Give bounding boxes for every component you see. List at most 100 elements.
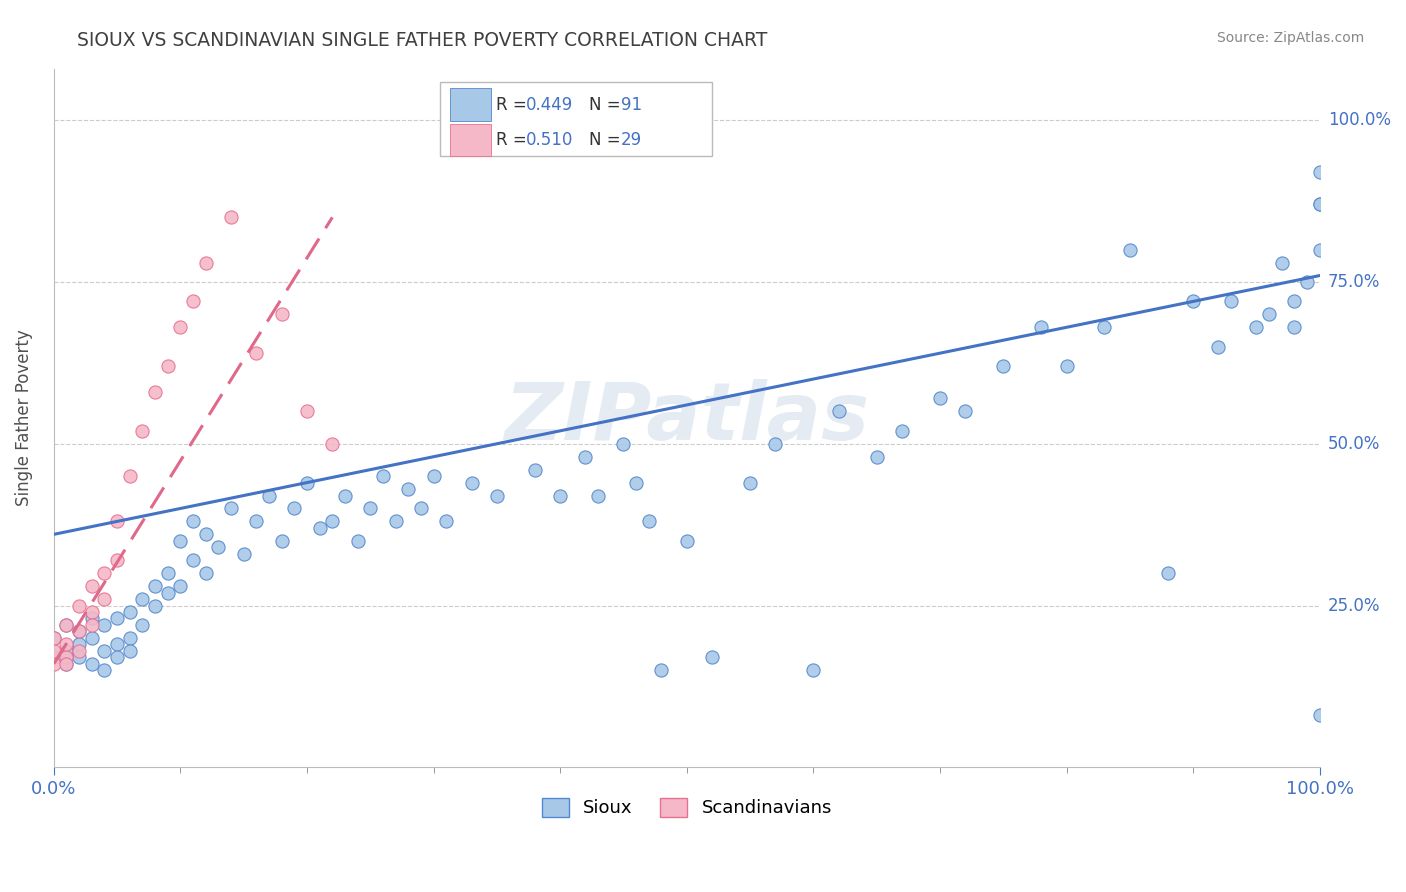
Point xyxy=(574,450,596,464)
Point xyxy=(1309,165,1331,179)
Point xyxy=(67,644,90,658)
Point xyxy=(143,599,166,613)
Point xyxy=(270,307,292,321)
Text: 29: 29 xyxy=(621,131,643,149)
Point xyxy=(333,489,356,503)
Point xyxy=(865,450,887,464)
Point xyxy=(80,657,103,671)
Point xyxy=(1208,340,1230,354)
Point xyxy=(42,650,65,665)
Point xyxy=(67,637,90,651)
Point xyxy=(1056,359,1078,373)
Point xyxy=(143,384,166,399)
Point xyxy=(93,592,115,607)
Point xyxy=(1157,566,1180,581)
Point xyxy=(93,644,115,658)
FancyBboxPatch shape xyxy=(450,88,491,120)
Point xyxy=(67,650,90,665)
Point xyxy=(118,605,141,619)
Point xyxy=(169,320,191,334)
Point xyxy=(738,475,761,490)
Point xyxy=(55,637,77,651)
Point xyxy=(624,475,647,490)
Point xyxy=(169,533,191,548)
Point xyxy=(131,424,153,438)
Point xyxy=(105,637,128,651)
Point xyxy=(1246,320,1268,334)
Point xyxy=(42,644,65,658)
Point xyxy=(181,515,204,529)
Point xyxy=(548,489,571,503)
Point xyxy=(384,515,406,529)
Point xyxy=(1271,255,1294,269)
Point xyxy=(245,346,267,360)
Point xyxy=(523,463,546,477)
Point xyxy=(1258,307,1281,321)
Point xyxy=(422,469,444,483)
Point xyxy=(245,515,267,529)
Point xyxy=(156,566,179,581)
Point xyxy=(283,501,305,516)
Point xyxy=(371,469,394,483)
Point xyxy=(586,489,609,503)
Point xyxy=(55,618,77,632)
Text: N =: N = xyxy=(589,131,626,149)
Point xyxy=(93,663,115,677)
Point xyxy=(55,657,77,671)
Point xyxy=(434,515,457,529)
Point xyxy=(80,631,103,645)
Point xyxy=(105,553,128,567)
Point xyxy=(156,585,179,599)
Point xyxy=(80,605,103,619)
Point xyxy=(219,211,242,225)
Point xyxy=(955,404,977,418)
Point xyxy=(67,624,90,639)
Text: R =: R = xyxy=(495,131,531,149)
Point xyxy=(194,527,217,541)
Point xyxy=(321,515,343,529)
Text: ZIPatlas: ZIPatlas xyxy=(505,379,869,457)
Point xyxy=(700,650,723,665)
Point xyxy=(1220,294,1243,309)
Point xyxy=(1284,320,1306,334)
Text: 75.0%: 75.0% xyxy=(1329,273,1381,291)
Point xyxy=(194,566,217,581)
Point xyxy=(55,657,77,671)
Point xyxy=(169,579,191,593)
Point xyxy=(827,404,849,418)
Point xyxy=(118,644,141,658)
Text: 50.0%: 50.0% xyxy=(1329,434,1381,453)
Text: R =: R = xyxy=(495,95,531,113)
Text: 100.0%: 100.0% xyxy=(1329,112,1391,129)
Point xyxy=(801,663,824,677)
Point xyxy=(42,631,65,645)
Point xyxy=(118,631,141,645)
Point xyxy=(1309,197,1331,211)
Point xyxy=(295,404,318,418)
Point xyxy=(1094,320,1116,334)
Point xyxy=(131,618,153,632)
Point xyxy=(194,255,217,269)
Point xyxy=(1182,294,1205,309)
FancyBboxPatch shape xyxy=(450,124,491,156)
Point xyxy=(763,436,786,450)
Point xyxy=(485,489,508,503)
Legend: Sioux, Scandinavians: Sioux, Scandinavians xyxy=(534,791,839,824)
Point xyxy=(80,579,103,593)
Point xyxy=(321,436,343,450)
Point xyxy=(143,579,166,593)
Point xyxy=(181,294,204,309)
Text: N =: N = xyxy=(589,95,626,113)
Point xyxy=(156,359,179,373)
Y-axis label: Single Father Poverty: Single Father Poverty xyxy=(15,329,32,507)
Point xyxy=(118,469,141,483)
Text: 91: 91 xyxy=(621,95,643,113)
Point xyxy=(675,533,697,548)
Point xyxy=(409,501,432,516)
Text: SIOUX VS SCANDINAVIAN SINGLE FATHER POVERTY CORRELATION CHART: SIOUX VS SCANDINAVIAN SINGLE FATHER POVE… xyxy=(77,31,768,50)
Point xyxy=(396,482,419,496)
Point xyxy=(346,533,368,548)
Point xyxy=(67,624,90,639)
Text: 0.449: 0.449 xyxy=(526,95,574,113)
Point xyxy=(42,631,65,645)
